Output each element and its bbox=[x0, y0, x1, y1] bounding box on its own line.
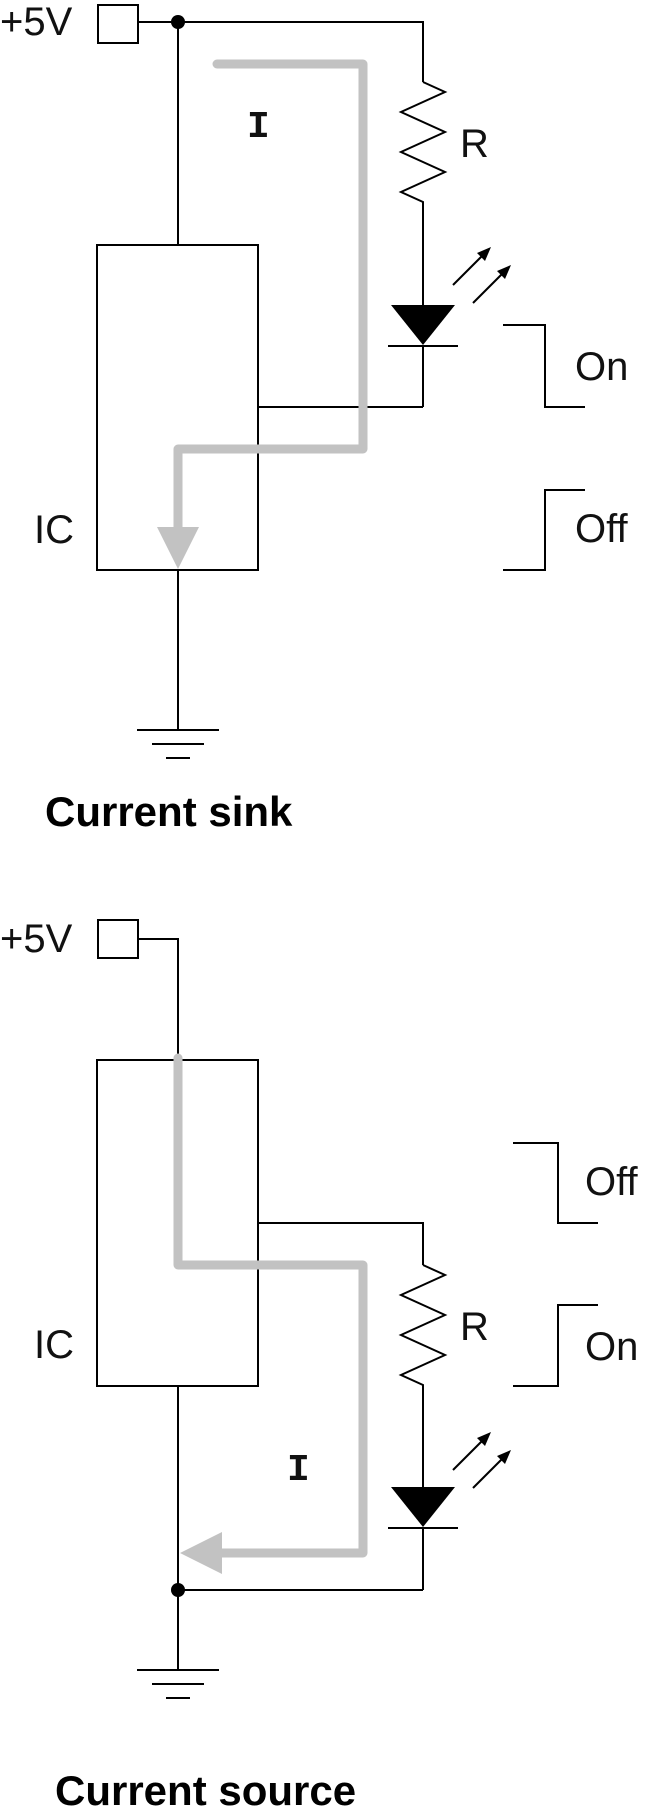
sink-on-label: On bbox=[575, 345, 628, 389]
source-junction-dot bbox=[171, 1583, 185, 1597]
source-ground-symbol bbox=[137, 1669, 219, 1699]
sink-supply-terminal bbox=[97, 4, 139, 44]
sink-ic-label: IC bbox=[34, 508, 74, 552]
sink-off-label: Off bbox=[575, 507, 629, 551]
sink-current-label: I bbox=[247, 106, 270, 149]
source-supply-label: +5V bbox=[0, 917, 73, 961]
sink-resistor-label: R bbox=[460, 122, 489, 166]
sink-caption: Current sink bbox=[45, 788, 293, 835]
source-off-waveform bbox=[513, 1142, 598, 1224]
sink-supply-rail bbox=[138, 21, 424, 82]
source-resistor-label: R bbox=[460, 1305, 489, 1349]
source-supply-wire bbox=[138, 938, 179, 1060]
source-off-label: Off bbox=[585, 1160, 639, 1204]
source-current-arrowhead bbox=[180, 1532, 222, 1574]
sink-ground-symbol bbox=[137, 729, 219, 759]
sink-current-arrowhead bbox=[157, 527, 199, 569]
source-current-flow-arrow bbox=[173, 1053, 368, 1558]
source-light-emission-arrows bbox=[452, 1432, 511, 1489]
sink-on-waveform bbox=[503, 324, 585, 408]
sink-led bbox=[388, 305, 458, 407]
source-current-label: I bbox=[287, 1449, 310, 1492]
current-sink-diagram: +5V R IC I On bbox=[0, 0, 629, 835]
source-led bbox=[388, 1487, 458, 1590]
sink-off-waveform bbox=[503, 489, 585, 571]
current-source-diagram: +5V IC R I Off bbox=[0, 917, 639, 1810]
source-supply-terminal bbox=[97, 919, 139, 959]
source-output-wire bbox=[258, 1222, 424, 1265]
source-on-label: On bbox=[585, 1325, 638, 1369]
sink-supply-label: +5V bbox=[0, 0, 73, 44]
sink-current-flow-arrow bbox=[173, 59, 368, 535]
sink-light-emission-arrows bbox=[452, 247, 511, 304]
source-ic-label: IC bbox=[34, 1323, 74, 1367]
source-caption: Current source bbox=[55, 1767, 356, 1810]
sink-resistor bbox=[398, 81, 448, 305]
source-resistor bbox=[398, 1264, 448, 1487]
source-on-waveform bbox=[513, 1304, 598, 1387]
